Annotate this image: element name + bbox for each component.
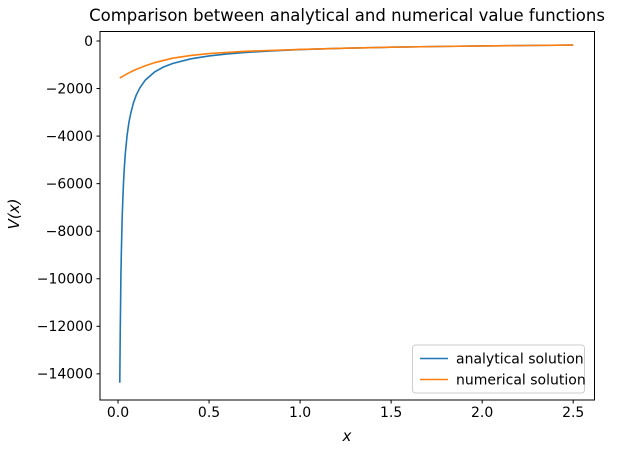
series-line-numerical-solution [119,44,574,79]
y-tick-label: −14000 [37,367,93,383]
y-tick-label: −2000 [46,81,93,97]
y-tick-label: 0 [84,34,93,50]
legend-label-analytical: analytical solution [456,352,584,368]
series-group [119,44,574,383]
y-axis-label: V(x) [5,199,23,230]
x-tick-label: 2.5 [562,405,584,421]
x-tick-label: 1.5 [380,405,402,421]
y-axis-ticks: 0 −2000 −4000 −6000 −8000 −10000 −12000 −14000 [37,34,100,383]
plot-area [100,31,595,400]
x-tick-label: 2.0 [471,405,493,421]
x-tick-label: 0.0 [107,405,129,421]
x-tick-label: 0.5 [198,405,220,421]
y-tick-label: −6000 [46,176,93,192]
legend-box [412,344,585,394]
y-tick-label: −8000 [46,224,93,240]
x-axis-label: x [342,427,352,445]
legend: analytical solution numerical solution [412,344,586,394]
chart-title: Comparison between analytical and numeri… [89,6,605,25]
y-tick-label: −12000 [37,319,93,335]
y-tick-label: −10000 [37,272,93,288]
x-axis-ticks: 0.0 0.5 1.0 1.5 2.0 2.5 [107,400,584,421]
y-tick-label: −4000 [46,129,93,145]
legend-label-numerical: numerical solution [456,373,586,389]
x-tick-label: 1.0 [289,405,311,421]
axes-spines [99,31,595,401]
